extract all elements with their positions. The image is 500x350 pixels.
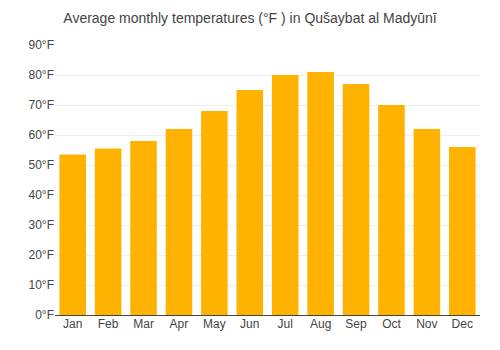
svg-text:90°F: 90°F: [29, 38, 54, 52]
svg-text:80°F: 80°F: [29, 68, 54, 82]
svg-text:10°F: 10°F: [29, 278, 54, 292]
svg-text:70°F: 70°F: [29, 98, 54, 112]
svg-text:Mar: Mar: [133, 317, 154, 331]
svg-text:Apr: Apr: [170, 317, 189, 331]
svg-text:May: May: [203, 317, 226, 331]
svg-text:Oct: Oct: [382, 317, 401, 331]
svg-text:Average monthly temperatures (: Average monthly temperatures (°F ) in Qu…: [63, 10, 437, 26]
svg-text:Jul: Jul: [278, 317, 293, 331]
svg-text:Sep: Sep: [345, 317, 367, 331]
svg-text:Jan: Jan: [63, 317, 82, 331]
svg-text:Feb: Feb: [98, 317, 119, 331]
svg-text:Dec: Dec: [452, 317, 473, 331]
svg-text:40°F: 40°F: [29, 188, 54, 202]
svg-text:30°F: 30°F: [29, 218, 54, 232]
svg-text:50°F: 50°F: [29, 158, 54, 172]
svg-text:20°F: 20°F: [29, 248, 54, 262]
svg-text:0°F: 0°F: [35, 308, 54, 322]
svg-text:Jun: Jun: [240, 317, 259, 331]
svg-text:Nov: Nov: [416, 317, 437, 331]
svg-text:Aug: Aug: [310, 317, 331, 331]
svg-text:60°F: 60°F: [29, 128, 54, 142]
